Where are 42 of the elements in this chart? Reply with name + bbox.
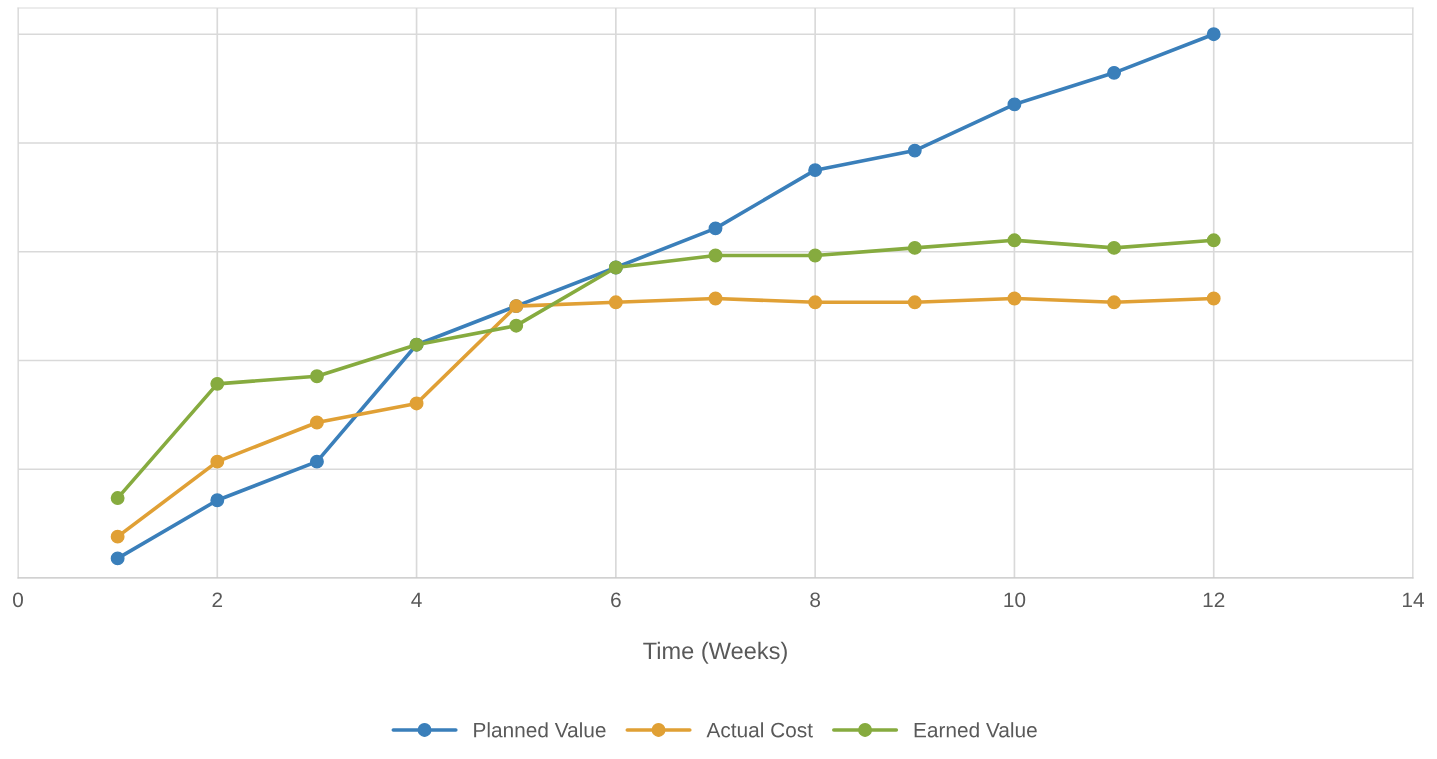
point [1107,240,1122,255]
point [309,369,324,384]
x-tick-label: 10 [1004,592,1026,608]
x-tick-label: 2 [212,592,223,607]
point [1007,97,1022,112]
legend-label: Planned Value [474,722,606,738]
point [309,454,324,469]
point [708,248,723,263]
point [110,529,125,544]
x-tick-label: 14 [1403,592,1424,607]
point [210,454,225,469]
point [210,376,225,391]
point [509,318,524,333]
point [1007,233,1022,248]
x-tick-label: 4 [411,592,422,607]
point [907,240,922,255]
point [808,248,823,263]
point [1107,295,1122,310]
x-tick-label: 8 [810,592,821,608]
point [1206,27,1221,42]
point [708,291,723,306]
point [907,295,922,310]
x-tick-label: 6 [611,592,621,608]
x-tick-label: 12 [1203,592,1225,607]
point [1007,291,1022,306]
legend-label: Actual Cost [706,722,813,738]
point [1206,291,1221,306]
point [1107,65,1122,80]
point [409,396,424,411]
point [110,491,125,506]
point [907,143,922,158]
point [1206,233,1221,248]
point [210,493,225,508]
x-tick-label: 0 [13,592,23,608]
point [110,551,125,566]
legend-label: Earned Value [914,722,1037,738]
point [808,295,823,310]
point [808,163,823,178]
point [708,221,723,236]
point [309,415,324,430]
point [608,295,623,310]
x-axis-title: Time (Weeks) [643,641,787,664]
